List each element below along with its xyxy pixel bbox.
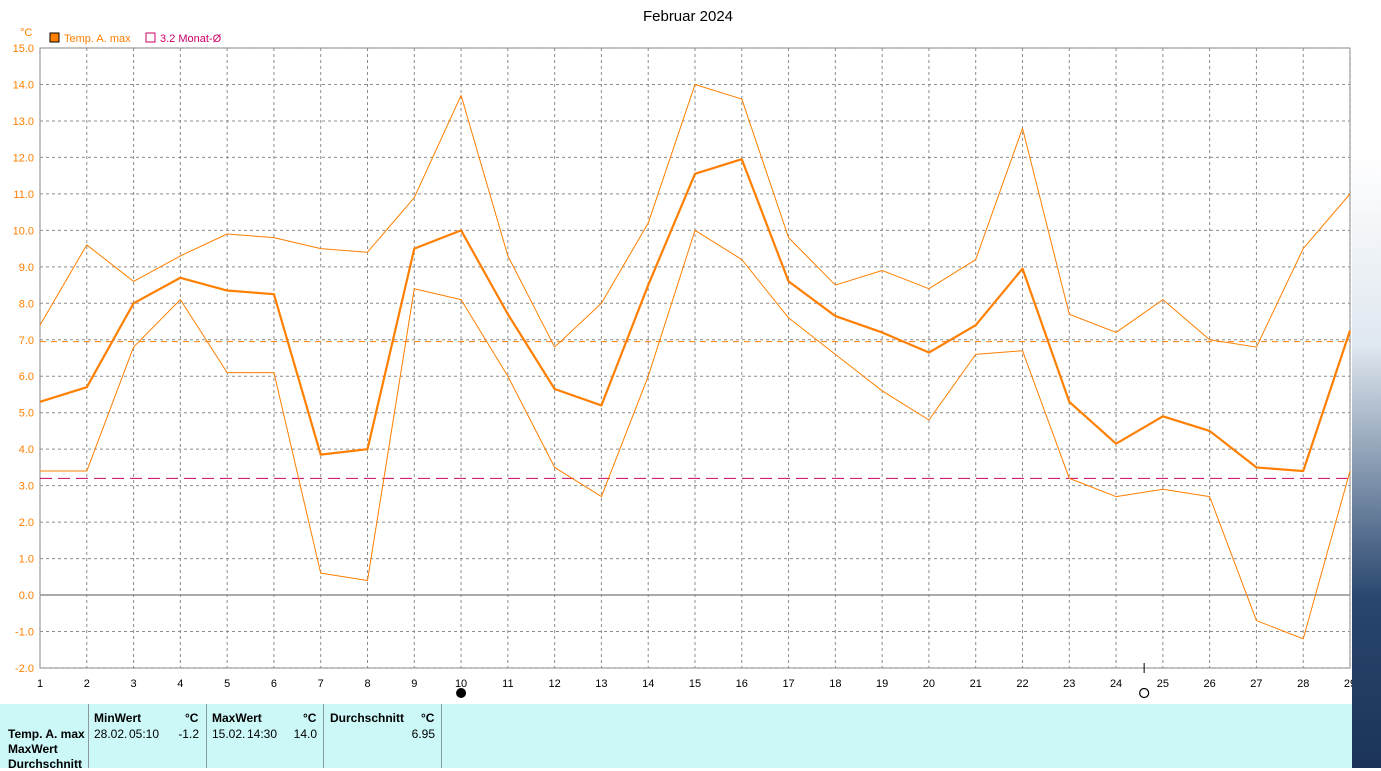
x-tick-label: 5 <box>224 678 230 690</box>
stats-avg-header: Durchschnitt <box>330 711 405 725</box>
stats-divider <box>206 704 207 768</box>
legend-label-month-avg: 3.2 Monat-Ø <box>160 33 222 45</box>
stats-min-header: MinWert <box>94 711 142 725</box>
stats-avg-value: 6.95 <box>411 727 435 741</box>
stats-max-unit: °C <box>303 711 317 725</box>
x-tick-labels: 1 2 3 4 5 6 7 8 9 10 11 12 13 14 15 16 17 18 19 20 21 22 23 24 2… <box>37 678 1352 690</box>
series-layer <box>39 83 1352 640</box>
y-tick-label: 8.0 <box>19 298 34 310</box>
legend-swatch-month-avg <box>145 32 156 43</box>
x-tick-label: 20 <box>923 678 935 690</box>
x-tick-label: 15 <box>689 678 701 690</box>
stats-max-value: 14.0 <box>293 727 317 741</box>
x-tick-label: 16 <box>736 678 748 690</box>
y-tick-labels: 15.0 14.0 13.0 12.0 11.0 10.0 9.0 8.0 7.0 6.0 5.0 4… <box>13 43 34 675</box>
stats-min-unit: °C <box>185 711 199 725</box>
x-tick-label: 22 <box>1016 678 1028 690</box>
x-tick-label: 11 <box>502 678 513 690</box>
y-tick-label: 0.0 <box>19 590 34 602</box>
full-moon-icon <box>456 688 467 698</box>
x-tick-label: 3 <box>131 678 137 690</box>
x-tick-label: 12 <box>549 678 561 690</box>
x-tick-label: 7 <box>318 678 324 690</box>
legend: Temp. A. max 3.2 Monat-Ø <box>49 32 222 45</box>
x-tick-label: 8 <box>364 678 370 690</box>
legend-label-temp-max: Temp. A. max <box>64 33 131 45</box>
grid <box>39 47 1351 669</box>
y-tick-label: 14.0 <box>13 79 34 91</box>
x-tick-label: 9 <box>411 678 417 690</box>
x-tick-label: 6 <box>271 678 277 690</box>
y-tick-label: 7.0 <box>19 335 34 347</box>
y-tick-label: 6.0 <box>19 371 34 383</box>
y-tick-label: 10.0 <box>13 225 34 237</box>
y-tick-label: -1.0 <box>15 627 34 639</box>
stats-row-label-temp-max: Temp. A. max <box>8 727 85 741</box>
x-tick-label: 29 <box>1344 678 1352 690</box>
statistics-panel: Temp. A. max MaxWert Durchschnitt MinWer… <box>0 704 1352 771</box>
y-tick-label: 5.0 <box>19 408 34 420</box>
x-tick-label: 13 <box>595 678 607 690</box>
reference-lines <box>40 341 1350 479</box>
stats-min-value: -1.2 <box>178 727 199 741</box>
stats-min-time: 05:10 <box>129 727 160 741</box>
stats-max-header: MaxWert <box>212 711 262 725</box>
desktop-background-edge <box>1352 0 1381 768</box>
y-tick-label: 1.0 <box>19 554 34 566</box>
y-tick-label: 3.0 <box>19 481 34 493</box>
x-tick-label: 1 <box>37 678 43 690</box>
stats-row-label-maxwert: MaxWert <box>8 742 58 756</box>
x-tick-label: 4 <box>177 678 183 690</box>
stats-min-date: 28.02. <box>94 727 128 741</box>
x-tick-label: 19 <box>876 678 888 690</box>
chart-title: Februar 2024 <box>643 8 733 25</box>
y-tick-label: 9.0 <box>19 262 34 274</box>
y-tick-label: 11.0 <box>13 189 34 201</box>
stats-divider <box>323 704 324 768</box>
stats-divider <box>88 704 89 768</box>
stats-row-label-durchschnitt: Durchschnitt <box>8 757 83 771</box>
stats-divider <box>441 704 442 768</box>
x-tick-label: 14 <box>642 678 654 690</box>
new-moon-icon <box>1139 687 1150 699</box>
temperature-chart: Februar 2024 °C Temp. A. max 3.2 Monat-Ø… <box>13 8 1352 699</box>
x-tick-label: 2 <box>84 678 90 690</box>
y-tick-label: 15.0 <box>13 43 34 55</box>
x-tick-label: 26 <box>1204 678 1216 690</box>
y-tick-label: -2.0 <box>15 663 34 675</box>
x-tick-label: 17 <box>782 678 794 690</box>
series-line-daily-max <box>39 83 1351 348</box>
x-tick-label: 24 <box>1110 678 1122 690</box>
y-tick-label: 13.0 <box>13 116 34 128</box>
stats-avg-unit: °C <box>421 711 435 725</box>
x-tick-label: 10 <box>455 678 467 690</box>
x-tick-label: 25 <box>1157 678 1169 690</box>
y-tick-label: 4.0 <box>19 444 34 456</box>
x-tick-label: 23 <box>1063 678 1075 690</box>
x-tick-label: 18 <box>829 678 841 690</box>
legend-swatch-temp-max <box>49 32 60 43</box>
y-tick-label: 2.0 <box>19 517 34 529</box>
x-tick-label: 28 <box>1297 678 1309 690</box>
stats-max-date: 15.02. <box>212 727 246 741</box>
moon-markers <box>456 663 1150 699</box>
x-tick-label: 21 <box>970 678 982 690</box>
series-line-daily-min <box>40 229 1351 640</box>
y-tick-label: 12.0 <box>13 152 34 164</box>
series-line-daily-mean <box>39 158 1352 473</box>
stats-max-time: 14:30 <box>247 727 278 741</box>
x-tick-label: 27 <box>1250 678 1262 690</box>
y-axis-unit-label: °C <box>20 27 32 39</box>
